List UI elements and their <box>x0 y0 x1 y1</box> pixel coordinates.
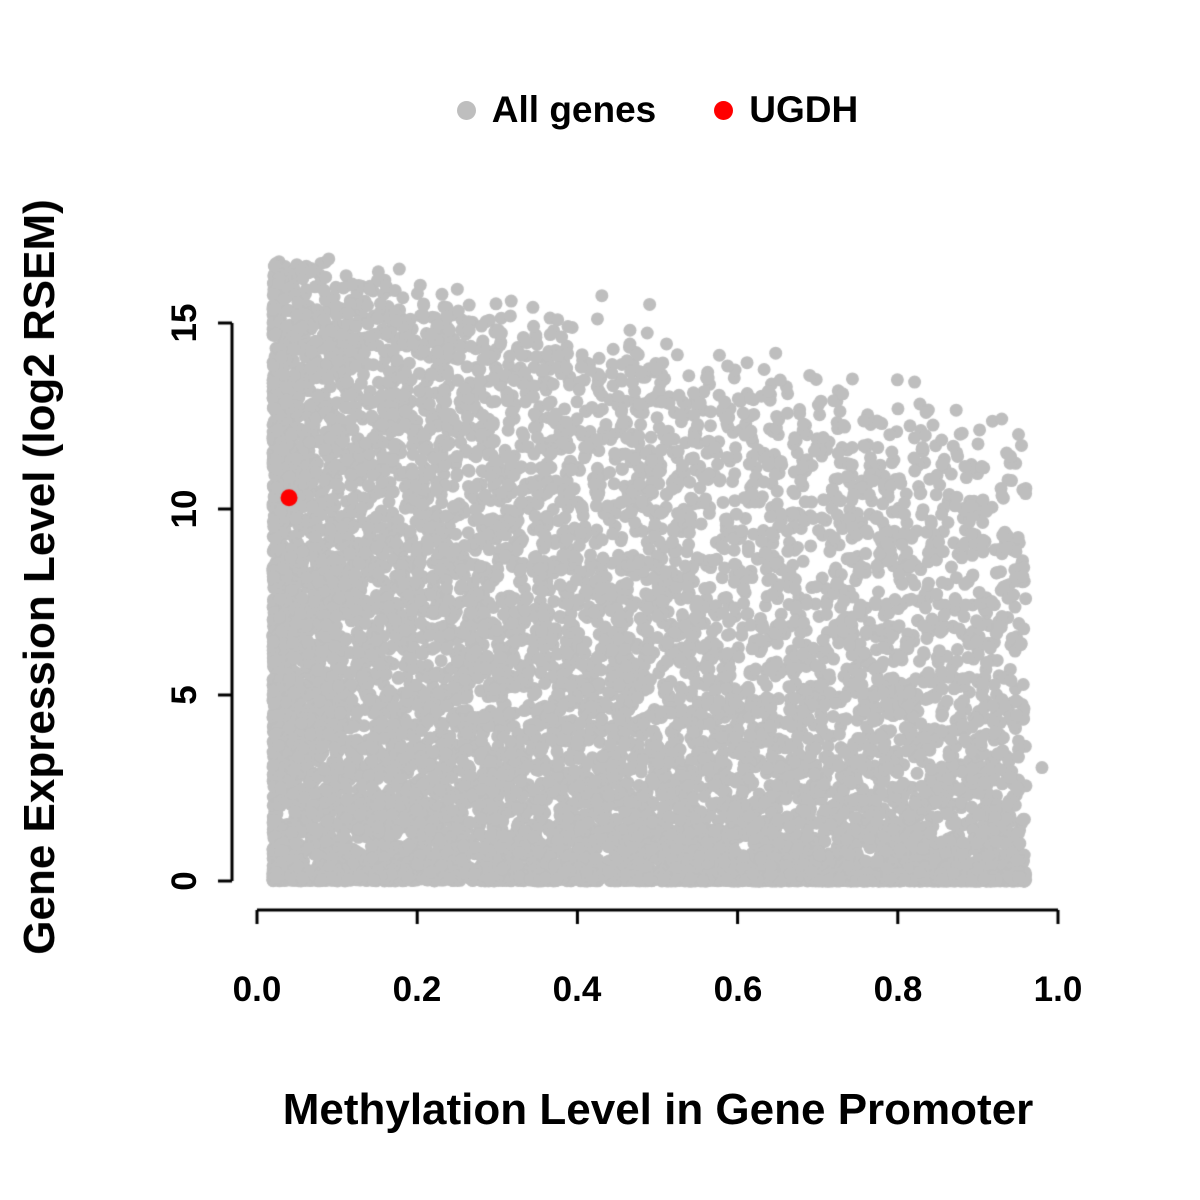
ugdh-dot-icon <box>714 100 734 120</box>
x-axis-title: Methylation Level in Gene Promoter <box>282 1085 1034 1134</box>
x-tick-label-1: 0.2 <box>392 970 442 1009</box>
x-tick-label-5: 1.0 <box>1033 970 1083 1009</box>
legend: All genes UGDH <box>257 89 1058 131</box>
all-genes-dot-icon <box>456 100 476 120</box>
y-tick-label-1: 5 <box>165 685 204 705</box>
y-tick-label-0: 0 <box>165 871 204 891</box>
y-tick-label-3: 15 <box>165 303 204 343</box>
x-tick-label-3: 0.6 <box>713 970 763 1009</box>
x-tick-label-2: 0.4 <box>552 970 602 1009</box>
legend-label-all-genes: All genes <box>491 89 657 130</box>
legend-item-all-genes: All genes <box>456 89 657 131</box>
x-tick-label-4: 0.8 <box>873 970 923 1009</box>
legend-item-ugdh: UGDH <box>714 89 858 131</box>
x-tick-label-0: 0.0 <box>232 970 282 1009</box>
legend-label-ugdh: UGDH <box>749 89 859 130</box>
y-axis-title: Gene Expression Level (log2 RSEM) <box>15 199 64 955</box>
y-tick-label-2: 10 <box>165 489 204 529</box>
